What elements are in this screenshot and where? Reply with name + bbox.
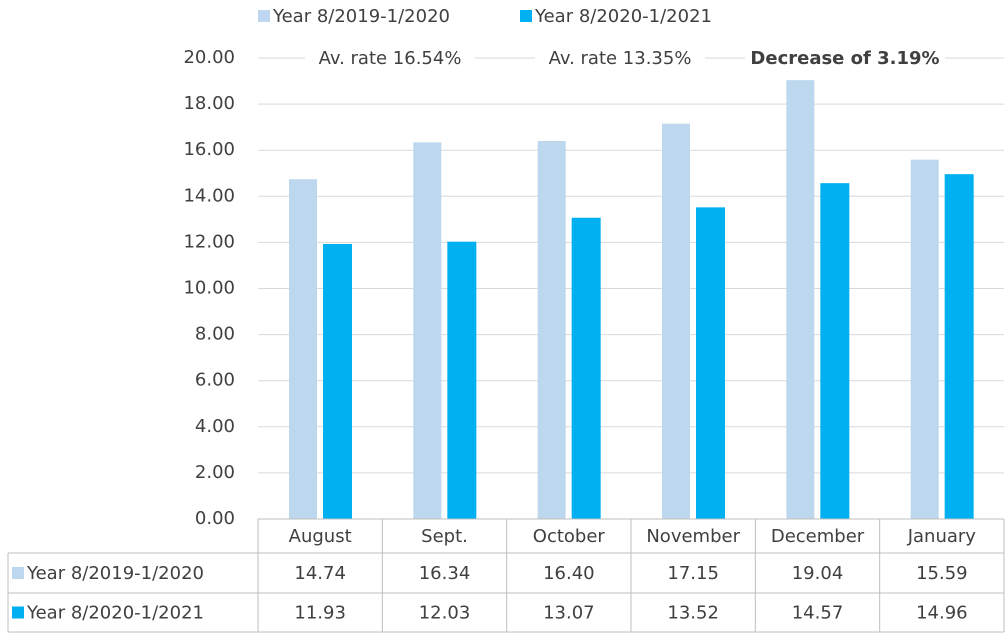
table-swatch <box>12 606 24 619</box>
table-value: 13.07 <box>543 603 595 624</box>
table-value: 16.40 <box>543 563 595 584</box>
y-tick-label: 2.00 <box>195 462 235 483</box>
y-tick-label: 8.00 <box>195 324 235 345</box>
table-series-label: Year 8/2020-1/2021 <box>26 603 204 624</box>
annotation-bg <box>305 46 475 70</box>
x-tick-label: December <box>771 526 865 547</box>
x-tick-label: November <box>646 526 740 547</box>
annotation: Decrease of 3.19% <box>750 48 939 69</box>
x-tick-label: Sept. <box>421 526 468 547</box>
annotation: Av. rate 13.35% <box>549 48 692 69</box>
bar <box>944 174 974 519</box>
table-value: 11.93 <box>294 603 346 624</box>
y-tick-label: 4.00 <box>195 416 235 437</box>
bar <box>696 207 725 519</box>
bar <box>571 217 601 519</box>
y-tick-label: 10.00 <box>183 278 235 299</box>
bar <box>447 241 477 519</box>
legend-label: Year 8/2020-1/2021 <box>534 6 712 27</box>
annotation: Av. rate 16.54% <box>319 48 462 69</box>
bar <box>910 159 939 519</box>
y-tick-label: 16.00 <box>183 139 235 160</box>
y-tick-label: 12.00 <box>183 231 235 252</box>
x-tick-label: January <box>907 526 977 547</box>
y-tick-label: 14.00 <box>183 185 235 206</box>
bar <box>537 140 566 520</box>
table-value: 14.74 <box>294 563 346 584</box>
table-series-label: Year 8/2019-1/2020 <box>26 563 204 584</box>
table-value: 14.57 <box>792 603 844 624</box>
bar <box>662 123 690 519</box>
annotation-bg <box>745 46 945 70</box>
y-tick-label: 6.00 <box>195 370 235 391</box>
table-value: 12.03 <box>419 603 471 624</box>
legend-label: Year 8/2019-1/2020 <box>272 6 450 27</box>
bar <box>413 142 442 519</box>
legend-swatch <box>258 10 270 22</box>
table-value: 19.04 <box>792 563 844 584</box>
table-value: 14.96 <box>916 603 968 624</box>
annotation-bg <box>535 46 705 70</box>
x-tick-label: August <box>289 526 352 547</box>
table-value: 16.34 <box>419 563 471 584</box>
table-swatch <box>12 567 24 579</box>
table-value: 15.59 <box>916 563 968 584</box>
bar <box>786 80 815 520</box>
y-tick-label: 18.00 <box>183 93 235 114</box>
bar <box>323 244 352 520</box>
table-value: 17.15 <box>667 563 719 584</box>
bar <box>289 179 317 520</box>
x-tick-label: October <box>533 526 606 547</box>
y-tick-label: 0.00 <box>195 508 235 529</box>
legend-swatch <box>520 10 532 22</box>
bar <box>820 183 850 519</box>
table-value: 13.52 <box>667 603 719 624</box>
y-tick-label: 20.00 <box>183 47 235 68</box>
